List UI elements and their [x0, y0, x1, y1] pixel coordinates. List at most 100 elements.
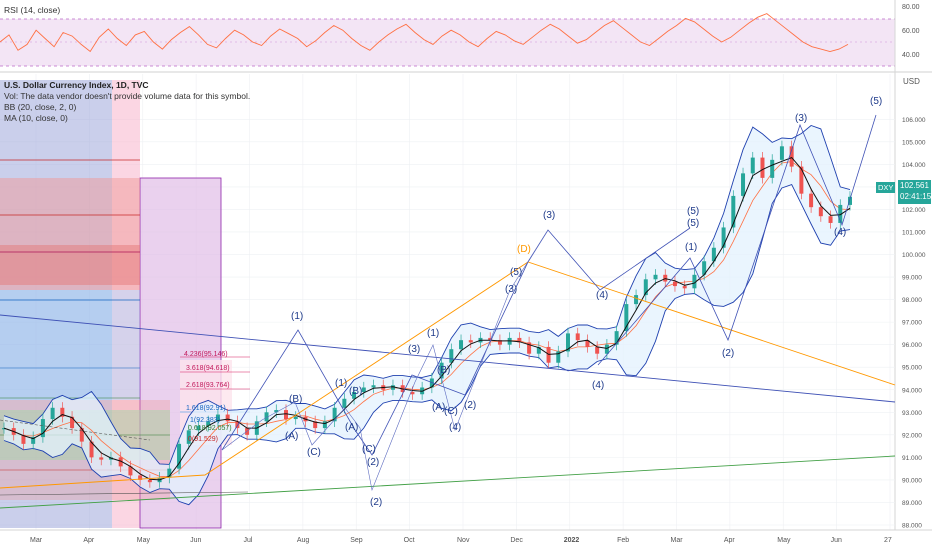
candle-body — [643, 279, 648, 296]
candle-body — [702, 261, 707, 275]
rsi-tick-40: 40.00 — [902, 52, 920, 59]
wave-path-1[interactable] — [221, 227, 691, 456]
bollinger-lower — [3, 184, 851, 506]
candle-body — [128, 466, 133, 476]
legend-volume-line[interactable]: Vol: The data vendor doesn't provide vol… — [4, 91, 251, 101]
candle-body — [40, 419, 45, 438]
trendline-base[interactable] — [0, 491, 249, 496]
candle-body — [692, 274, 697, 289]
time-tick-label: Aug — [297, 537, 310, 544]
currency-unit: USD — [903, 77, 920, 86]
candle-body — [264, 412, 269, 422]
price-tick-label: 89.000 — [902, 500, 922, 507]
candle-body — [789, 146, 794, 167]
wave-label: (4) — [449, 422, 461, 433]
price-axis[interactable]: 106.000105.000104.000103.000102.000101.0… — [902, 117, 926, 530]
wave-path-3[interactable] — [597, 114, 877, 366]
candle-body — [566, 333, 570, 352]
fib-zone-blue — [0, 290, 140, 400]
candle-body — [517, 337, 522, 343]
symbol-tag: DXY — [876, 182, 896, 193]
fib-label: 0.618(92.057) — [188, 425, 232, 432]
wave-label: (1) — [685, 242, 697, 253]
candle-body — [799, 166, 804, 194]
wave-label: (B) — [349, 386, 362, 397]
fib-label: 1.618(92.91) — [186, 405, 226, 412]
trendline-dashed[interactable] — [0, 419, 151, 441]
wave-label: (3) — [795, 113, 807, 124]
candle-body — [624, 304, 629, 332]
price-tick-label: 98.000 — [902, 297, 922, 304]
candle-body — [313, 421, 318, 429]
trendline-orange[interactable] — [0, 261, 896, 489]
wave-labels: (1) (A) (B) (C) (1) (A) (B) (C) (2) (2) … — [285, 96, 882, 508]
range-boxes — [0, 80, 250, 529]
legend-bb-line[interactable]: BB (20, close, 2, 0) — [4, 102, 77, 112]
time-tick-label: Apr — [83, 537, 95, 544]
trendline-green[interactable] — [0, 455, 896, 509]
time-tick-label: Mar — [30, 537, 43, 544]
candle-body — [284, 410, 288, 420]
candle-body — [653, 274, 658, 280]
price-tick-label: 105.000 — [902, 139, 926, 146]
candle-body — [439, 362, 444, 379]
wave-label: (2) — [722, 348, 734, 359]
wave-label: (B) — [437, 365, 450, 376]
candle-body — [118, 457, 123, 467]
candle-body — [186, 430, 191, 444]
time-tick-label: May — [777, 537, 791, 544]
candle-body — [196, 425, 201, 431]
wave-label: (4) — [592, 380, 604, 391]
candle-body — [731, 195, 736, 228]
trend-lines — [0, 261, 896, 509]
candle-body — [332, 407, 337, 422]
legend: U.S. Dollar Currency Index, 1D, TVC Vol:… — [4, 80, 250, 124]
price-tick-label: 95.000 — [902, 365, 922, 372]
wave-label: (1) — [427, 328, 439, 339]
candle-body — [322, 421, 327, 429]
trendline-blue-descending[interactable] — [0, 314, 896, 403]
candle-body — [818, 207, 823, 217]
candle-body — [2, 428, 6, 430]
wave-label: (A) — [285, 431, 298, 442]
time-tick-label: Apr — [724, 537, 736, 544]
legend-symbol-line[interactable]: U.S. Dollar Currency Index, 1D, TVC — [4, 80, 149, 90]
candle-body — [585, 340, 590, 347]
candle-body — [235, 421, 240, 429]
time-tick-label: Feb — [617, 537, 629, 544]
candle-body — [634, 295, 639, 305]
wave-path-2[interactable] — [221, 229, 549, 492]
time-axis[interactable]: Mar Apr May Jun Jul Aug Sep Oct Nov Dec 2022 Feb Mar… — [30, 537, 892, 544]
candle-body — [50, 407, 55, 420]
candle-body — [449, 349, 454, 363]
rsi-tick-80: 80.00 — [902, 4, 920, 11]
candle-body — [177, 443, 182, 469]
wave-label: (5) — [510, 267, 522, 278]
fib-label: 2.618(93.764) — [186, 382, 230, 389]
candle-body — [779, 146, 784, 160]
candle-body — [21, 434, 26, 444]
wave-label: (1) — [335, 378, 347, 389]
bar-countdown: 02:41:15 — [900, 192, 932, 201]
wave-label: (C) — [307, 447, 321, 458]
candle-body — [352, 392, 357, 399]
price-tick-label: 100.000 — [902, 252, 926, 259]
time-tick-label: Oct — [404, 537, 415, 544]
wave-label: (2) — [370, 497, 382, 508]
price-tick-label: 96.000 — [902, 342, 922, 349]
rsi-tick-60: 60.00 — [902, 28, 920, 35]
fib-label: 3.618(94.618) — [186, 365, 230, 372]
last-price: 102.561 — [900, 181, 929, 190]
candle-body — [342, 398, 347, 408]
candle-body — [575, 333, 580, 341]
legend-ma-line[interactable]: MA (10, close, 0) — [4, 113, 68, 123]
wave-label: (4) — [596, 290, 608, 301]
wave-label: (5) — [687, 206, 699, 217]
candle-body — [371, 385, 376, 388]
price-tick-label: 91.000 — [902, 455, 922, 462]
wave-label: (5) — [687, 218, 699, 229]
candle-body — [390, 385, 395, 390]
wave-label: (C) — [362, 444, 376, 455]
price-tick-label: 101.000 — [902, 229, 926, 236]
